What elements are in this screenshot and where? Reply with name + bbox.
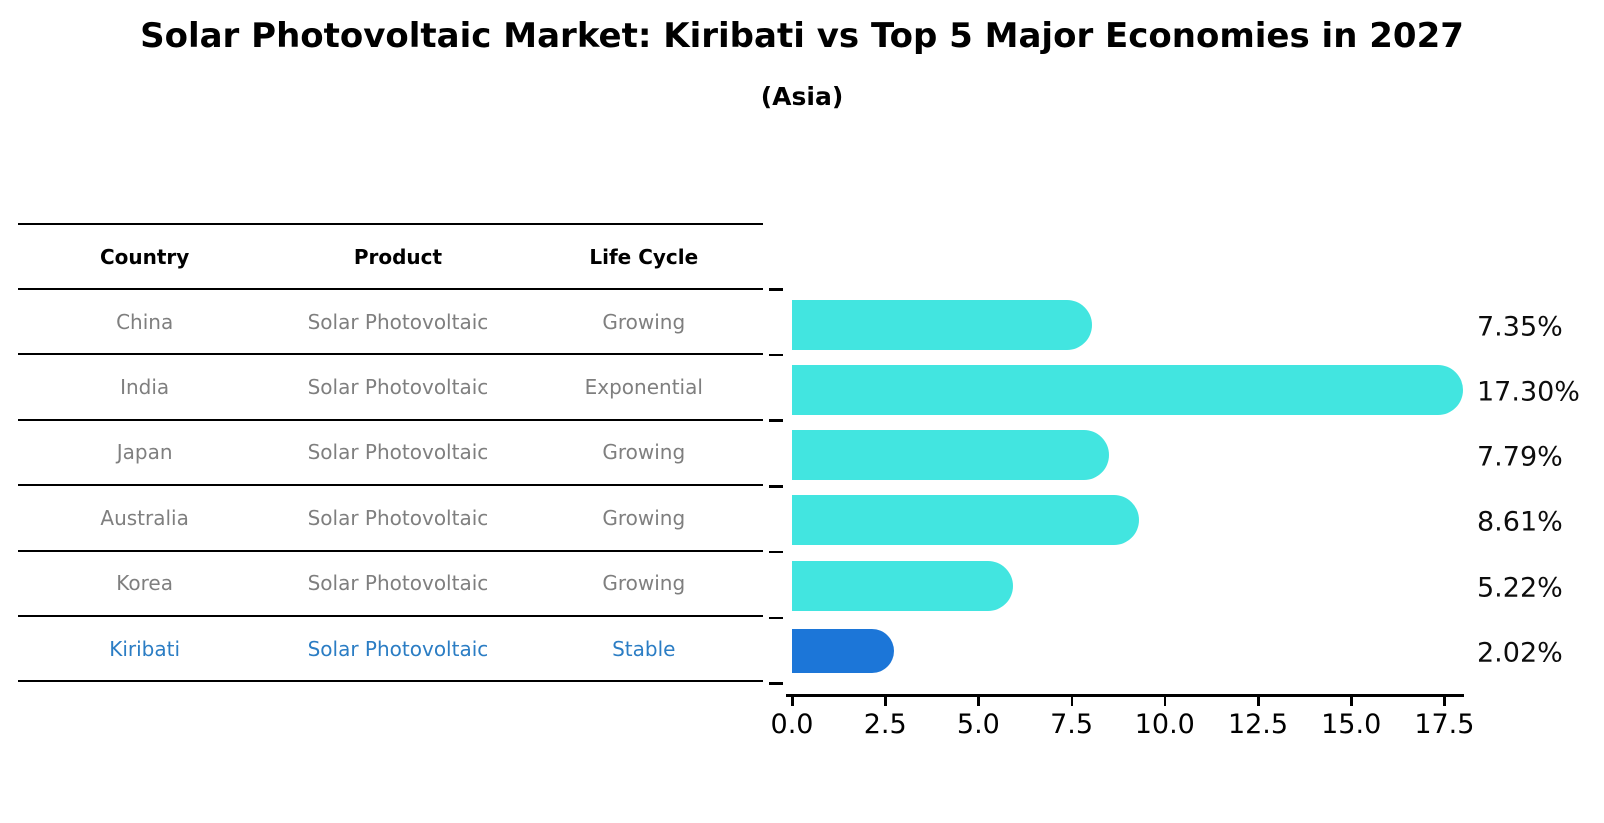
column-header-product: Product <box>353 244 443 269</box>
cell-country: China <box>116 309 174 334</box>
chart-subtitle: (Asia) <box>760 82 844 111</box>
table-body: China Solar Photovoltaic Growing India Solar… <box>18 288 763 683</box>
cell-lifecycle: Growing <box>602 505 686 530</box>
cell-product: Solar Photovoltaic <box>307 636 489 661</box>
table-row: Kiribati Solar Photovoltaic Stable <box>18 614 763 683</box>
y-axis-tick <box>769 288 783 291</box>
cell-country: Australia <box>100 505 189 530</box>
value-label: 2.02% <box>1477 637 1563 669</box>
x-axis-tick <box>1257 697 1260 706</box>
cell-country: Korea <box>116 571 173 596</box>
cell-lifecycle: Stable <box>612 636 676 661</box>
x-axis-tick-label: 17.5 <box>1414 709 1475 740</box>
page-title: Solar Photovoltaic Market: Kiribati vs T… <box>140 16 1464 56</box>
x-axis-tick-label: 5.0 <box>956 709 1000 740</box>
y-axis-tick <box>769 353 783 357</box>
y-axis-tick <box>769 485 783 488</box>
table-row: India Solar Photovoltaic Exponential <box>18 353 763 418</box>
bar-kiribati <box>792 628 895 673</box>
cell-product: Solar Photovoltaic <box>307 505 489 530</box>
x-axis-tick <box>1350 697 1353 706</box>
cell-product: Solar Photovoltaic <box>307 571 489 596</box>
y-axis-tick <box>769 550 783 554</box>
bar-india <box>792 365 1463 416</box>
y-axis-tick <box>769 616 783 619</box>
table-row: China Solar Photovoltaic Growing <box>18 288 763 353</box>
y-axis-tick <box>769 682 783 685</box>
x-axis-tick <box>791 697 794 706</box>
table-row: Australia Solar Photovoltaic Growing <box>18 484 763 549</box>
x-axis-tick <box>977 697 980 706</box>
cell-lifecycle: Growing <box>602 309 686 334</box>
value-label: 5.22% <box>1477 572 1563 604</box>
x-axis-tick-label: 0.0 <box>770 709 814 740</box>
cell-country: India <box>120 375 170 400</box>
x-axis-tick <box>1443 697 1446 706</box>
x-axis-line <box>786 694 1464 697</box>
x-axis-tick-label: 10.0 <box>1134 709 1195 740</box>
table-row: Korea Solar Photovoltaic Growing <box>18 549 763 615</box>
bar-australia <box>792 495 1140 546</box>
y-axis-tick <box>769 419 783 422</box>
x-axis-tick-label: 2.5 <box>863 709 907 740</box>
cell-country: Japan <box>116 440 173 465</box>
x-axis-tick-label: 12.5 <box>1227 709 1289 740</box>
cell-product: Solar Photovoltaic <box>307 309 489 334</box>
cell-product: Solar Photovoltaic <box>307 375 489 400</box>
x-axis-tick <box>884 697 887 706</box>
bar-korea <box>792 560 1014 611</box>
cell-lifecycle: Growing <box>602 440 686 465</box>
bar-china <box>792 300 1093 350</box>
value-label: 7.79% <box>1477 441 1563 473</box>
value-label: 7.35% <box>1477 311 1563 343</box>
x-axis-tick-label: 7.5 <box>1050 709 1094 740</box>
x-axis-tick-label: 15.0 <box>1321 709 1382 740</box>
column-header-country: Country <box>99 244 190 269</box>
comparison-table: Country Product Life Cycle China Solar Ph… <box>18 223 763 683</box>
column-header-lifecycle: Life Cycle <box>589 244 699 269</box>
cell-country: Kiribati <box>109 636 181 661</box>
value-label: 8.61% <box>1477 506 1563 538</box>
bar-japan <box>792 430 1109 481</box>
cell-product: Solar Photovoltaic <box>307 440 489 465</box>
cell-lifecycle: Exponential <box>584 375 703 400</box>
value-label: 17.30% <box>1477 376 1580 408</box>
table-row: Japan Solar Photovoltaic Growing <box>18 418 763 484</box>
cell-lifecycle: Growing <box>602 571 686 596</box>
x-axis-tick <box>1070 697 1074 706</box>
table-header-row: Country Product Life Cycle <box>18 223 763 288</box>
x-axis-tick <box>1163 697 1167 706</box>
